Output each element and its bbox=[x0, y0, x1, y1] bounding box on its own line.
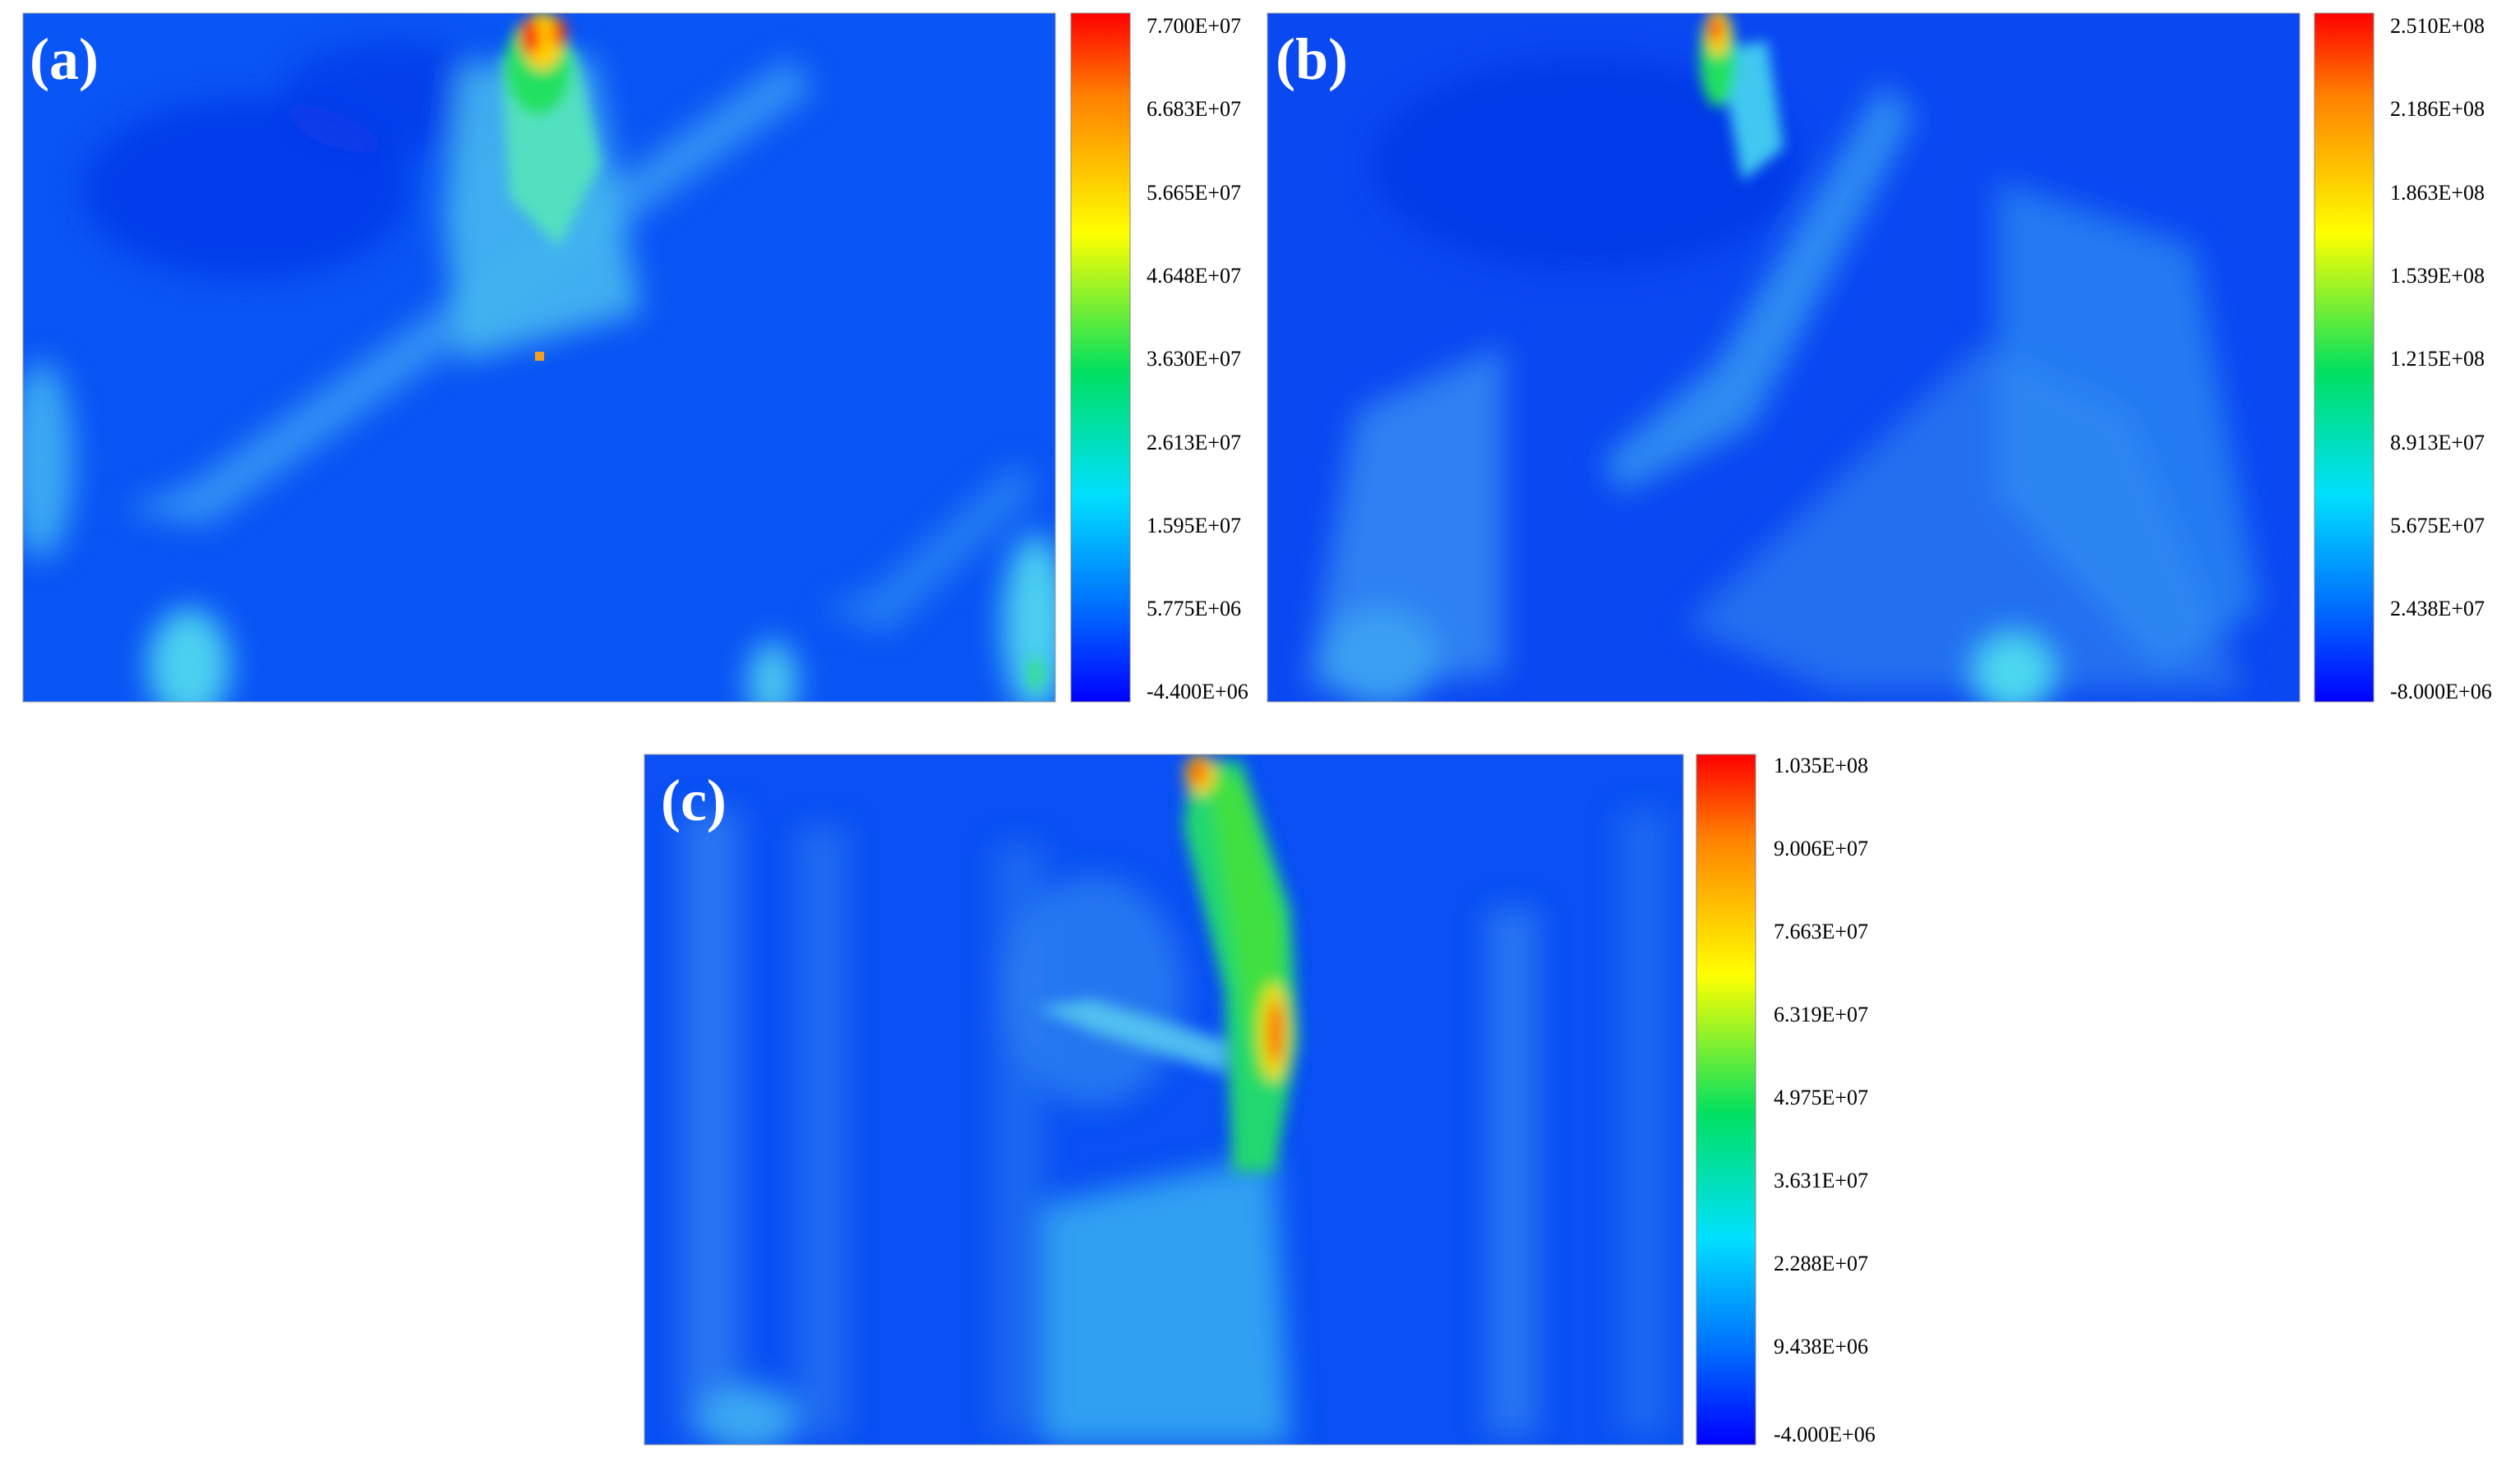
tick-label: 2.510E+08 bbox=[2390, 14, 2485, 38]
tick-label: 6.683E+07 bbox=[1147, 97, 1241, 121]
tick-label: -4.000E+06 bbox=[1774, 1423, 1876, 1446]
colorbar-ticks: 1.035E+08 9.006E+07 7.663E+07 6.319E+07 … bbox=[1774, 754, 1876, 1446]
colorbar bbox=[1696, 754, 1756, 1445]
tick-label: 9.006E+07 bbox=[1774, 837, 1868, 860]
panel-a: (a) 7.700E+07 6.683E+07 5.665E+07 4.648E… bbox=[0, 0, 1258, 715]
tick-label: 1.539E+08 bbox=[2390, 264, 2485, 288]
colorbar bbox=[2315, 13, 2374, 702]
tick-label: 4.975E+07 bbox=[1774, 1086, 1868, 1109]
tick-label: 1.595E+07 bbox=[1147, 514, 1241, 537]
tick-label: -4.400E+06 bbox=[1147, 680, 1248, 703]
heatmap-field-b bbox=[1267, 13, 2300, 702]
heatmap-field-a bbox=[23, 13, 1055, 702]
tick-label: 2.613E+07 bbox=[1147, 431, 1241, 454]
panel-c: (c) 1.035E+08 9.006E+07 7.663E+07 6.319E… bbox=[633, 745, 1948, 1460]
tick-label: 6.319E+07 bbox=[1774, 1003, 1868, 1026]
tick-label: 4.648E+07 bbox=[1147, 264, 1241, 288]
tick-label: 2.186E+08 bbox=[2390, 97, 2485, 121]
tick-label: 3.630E+07 bbox=[1147, 347, 1241, 371]
tick-label: 7.663E+07 bbox=[1774, 920, 1868, 943]
heatmap-field-c bbox=[644, 754, 1683, 1445]
tick-label: 7.700E+07 bbox=[1147, 14, 1241, 38]
tick-label: 9.438E+06 bbox=[1774, 1335, 1868, 1358]
colorbar bbox=[1071, 13, 1130, 702]
colorbar-ticks: 2.510E+08 2.186E+08 1.863E+08 1.539E+08 … bbox=[2390, 14, 2492, 703]
panel-c-svg: (c) 1.035E+08 9.006E+07 7.663E+07 6.319E… bbox=[644, 754, 1876, 1446]
panel-label: (b) bbox=[1276, 26, 1348, 92]
tick-label: 5.775E+06 bbox=[1147, 597, 1241, 620]
panel-label: (c) bbox=[661, 768, 727, 833]
tick-label: 2.438E+07 bbox=[2390, 597, 2485, 620]
tick-label: -8.000E+06 bbox=[2390, 680, 2492, 703]
panel-a-svg: (a) 7.700E+07 6.683E+07 5.665E+07 4.648E… bbox=[22, 12, 1248, 703]
panel-label: (a) bbox=[30, 26, 99, 92]
panel-b-svg: (b) 2.510E+08 2.186E+08 1.863E+08 1.539E… bbox=[1267, 12, 2492, 703]
tick-label: 2.288E+07 bbox=[1774, 1252, 1868, 1275]
tick-label: 5.675E+07 bbox=[2390, 514, 2485, 537]
tick-label: 5.665E+07 bbox=[1147, 181, 1241, 205]
tick-label: 1.863E+08 bbox=[2390, 181, 2485, 205]
tick-label: 3.631E+07 bbox=[1774, 1169, 1868, 1192]
tick-label: 8.913E+07 bbox=[2390, 431, 2485, 454]
colorbar-ticks: 7.700E+07 6.683E+07 5.665E+07 4.648E+07 … bbox=[1147, 14, 1248, 703]
tick-label: 1.035E+08 bbox=[1774, 754, 1868, 777]
panel-b: (b) 2.510E+08 2.186E+08 1.863E+08 1.539E… bbox=[1258, 0, 2520, 715]
tick-label: 1.215E+08 bbox=[2390, 347, 2485, 371]
